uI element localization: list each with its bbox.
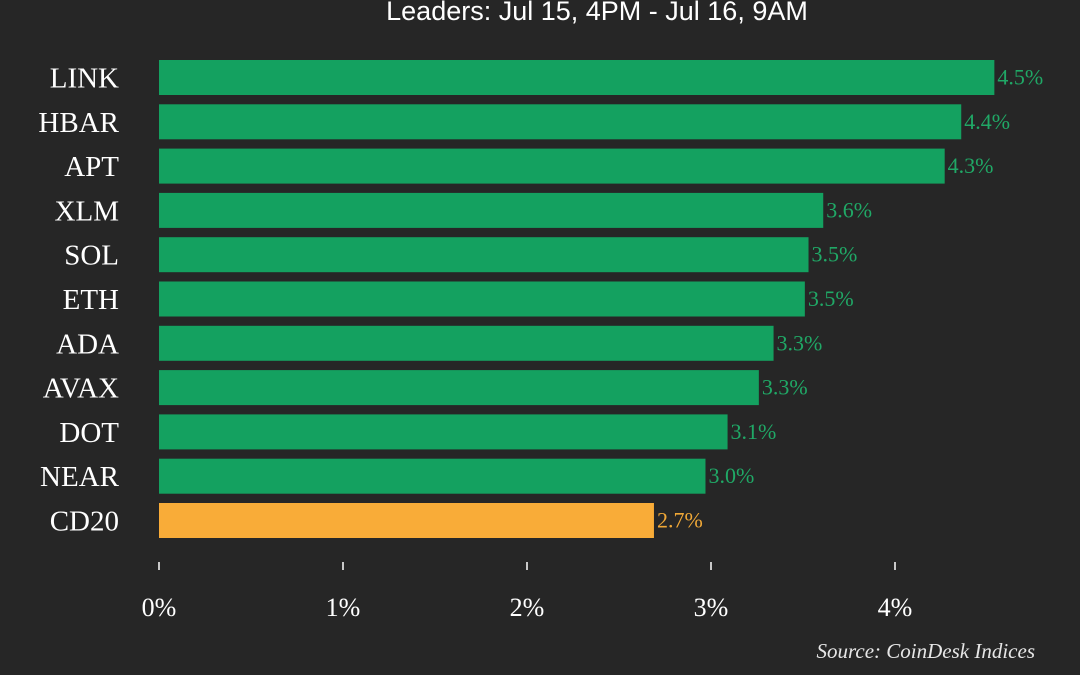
x-tick-label: 4% [878, 593, 913, 622]
chart-title: Leaders: Jul 15, 4PM - Jul 16, 9AM [386, 0, 808, 26]
bar-cd20 [159, 503, 654, 538]
value-label: 3.3% [762, 375, 808, 400]
category-label: HBAR [38, 107, 119, 139]
category-label: SOL [64, 240, 119, 272]
bar-hbar [159, 104, 962, 140]
value-label: 4.3% [948, 153, 994, 178]
value-label: 3.0% [708, 463, 754, 488]
x-tick-label: 0% [142, 593, 177, 622]
value-label: 3.5% [808, 286, 854, 311]
x-tick-label: 1% [326, 593, 361, 622]
category-label: DOT [59, 417, 119, 449]
bar-dot [159, 414, 728, 450]
bar-apt [159, 148, 945, 184]
category-label: APT [64, 151, 119, 183]
category-label: AVAX [43, 373, 119, 405]
value-label: 2.7% [657, 508, 703, 533]
category-label: ADA [56, 328, 119, 360]
x-axis: 0% 1% 2% 3% 4% [142, 562, 913, 622]
bar-link [159, 60, 995, 95]
category-label: NEAR [40, 461, 120, 493]
value-label: 4.5% [997, 65, 1043, 90]
bars-group: LINK 4.5% HBAR 4.4% APT 4.3% XLM 3.6% SOL 3.5% ETH… [38, 60, 1043, 538]
value-label: 3.3% [777, 330, 823, 355]
bar-near [159, 458, 706, 494]
category-label: ETH [63, 284, 119, 316]
value-label: 3.6% [826, 197, 872, 222]
x-tick-label: 2% [510, 593, 545, 622]
value-label: 3.5% [812, 242, 858, 267]
category-label: CD20 [50, 506, 119, 538]
x-tick-label: 3% [694, 593, 729, 622]
bar-sol [159, 237, 809, 273]
value-label: 4.4% [964, 109, 1010, 134]
category-label: LINK [50, 63, 119, 95]
category-label: XLM [55, 195, 119, 227]
source-note: Source: CoinDesk Indices [817, 639, 1036, 663]
bar-avax [159, 370, 759, 406]
bar-eth [159, 281, 805, 317]
bar-ada [159, 325, 774, 361]
bar-xlm [159, 192, 824, 228]
value-label: 3.1% [731, 419, 777, 444]
